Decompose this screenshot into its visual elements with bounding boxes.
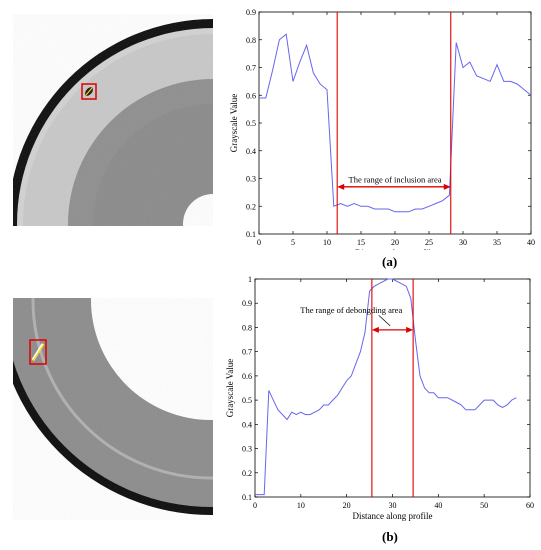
- y-tick-label: 1: [248, 275, 252, 284]
- debonding-marker-box: [29, 339, 47, 365]
- y-tick-label: 0.7: [242, 348, 252, 357]
- y-tick-label: 0.3: [246, 175, 256, 184]
- y-tick-label: 0.4: [246, 147, 256, 156]
- y-tick-label: 0.2: [242, 469, 252, 478]
- range-arrowhead-right: [406, 326, 414, 333]
- x-tick-label: 0: [257, 238, 261, 247]
- x-tick-label: 40: [527, 238, 535, 247]
- range-annotation: The range of debongding area: [300, 305, 402, 315]
- x-tick-label: 40: [434, 501, 442, 510]
- inclusion-marker-box: [81, 83, 97, 100]
- x-tick-label: 35: [493, 238, 501, 247]
- x-tick-label: 20: [391, 238, 399, 247]
- profile-chart-inclusion: 0 5 10 15 20 25 30 35 40 0.1 0.2 0.3 0.4 0.5 0.6 0.7 0.8…: [229, 8, 535, 250]
- x-tick-label: 10: [297, 501, 305, 510]
- y-tick-label: 0.6: [246, 91, 256, 100]
- x-tick-label: 50: [480, 501, 488, 510]
- series-line: [255, 278, 517, 496]
- x-tick-label: 15: [357, 238, 365, 247]
- x-tick-label: 5: [291, 238, 295, 247]
- ct-image-inclusion: [13, 14, 213, 226]
- y-tick-label: 0.3: [242, 445, 252, 454]
- range-arrowhead-right: [443, 183, 451, 190]
- range-arrowhead-left: [337, 183, 345, 190]
- x-tick-label: 25: [425, 238, 433, 247]
- series-line: [259, 33, 532, 213]
- annotation-pointer: [378, 315, 391, 327]
- x-tick-label: 30: [389, 501, 397, 510]
- y-tick-label: 0.2: [246, 202, 256, 211]
- y-tick-label: 0.1: [242, 493, 252, 502]
- x-tick-label: 0: [253, 501, 257, 510]
- plot-area: [254, 278, 531, 498]
- y-axis-label: Grayscale Value: [225, 359, 235, 418]
- range-annotation: The range of inclusion area: [349, 175, 442, 185]
- profile-chart-debonding: 0 10 20 30 40 50 60 0.1 0.2 0.3 0.4 0.5 0.6 0.7 0.8 0.9…: [225, 275, 534, 521]
- x-tick-label: 20: [343, 501, 351, 510]
- y-tick-label: 0.1: [246, 230, 256, 239]
- x-tick-label: 30: [459, 238, 467, 247]
- x-axis-label: Distance along profile: [353, 511, 433, 521]
- range-arrowhead-left: [371, 326, 379, 333]
- y-tick-label: 0.6: [242, 372, 252, 381]
- x-axis-label: Distance along profile: [355, 248, 435, 250]
- y-tick-label: 0.5: [246, 119, 256, 128]
- ct-image-debonding: [13, 298, 213, 520]
- y-tick-label: 0.8: [246, 36, 256, 45]
- x-tick-label: 60: [526, 501, 534, 510]
- panel-label-a: (a): [382, 254, 398, 269]
- x-tick-label: 10: [323, 238, 331, 247]
- y-tick-label: 0.4: [242, 420, 252, 429]
- plot-area: [258, 11, 532, 235]
- y-axis-label: Grayscale Value: [229, 94, 239, 153]
- y-tick-label: 0.5: [242, 396, 252, 405]
- y-tick-label: 0.8: [242, 323, 252, 332]
- y-tick-label: 0.7: [246, 64, 256, 73]
- panel-label-b: (b): [382, 529, 398, 544]
- y-tick-label: 0.9: [246, 8, 256, 17]
- y-tick-label: 0.9: [242, 299, 252, 308]
